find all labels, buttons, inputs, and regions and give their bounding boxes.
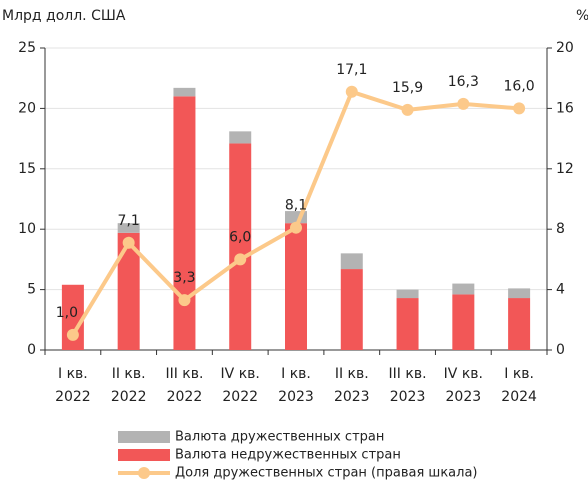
line-marker — [457, 97, 470, 110]
data-label: 17,1 — [336, 62, 367, 78]
bar — [340, 269, 363, 350]
bar — [285, 223, 307, 350]
x-tick-label: III кв. — [389, 366, 427, 382]
y-tick-label: 15 — [18, 161, 36, 177]
legend-label: Валюта дружественных стран — [175, 430, 384, 445]
line-marker — [178, 294, 191, 307]
bar — [117, 232, 140, 350]
data-label: 6,0 — [229, 229, 251, 245]
legend-label: Доля дружественных стран (правая шкала) — [175, 466, 478, 481]
x-tick-label: 2024 — [501, 389, 537, 405]
x-tick-label: I кв. — [58, 366, 88, 382]
y-tick-label: 0 — [27, 342, 36, 358]
bar — [117, 223, 140, 233]
x-tick-label: 2023 — [446, 389, 482, 405]
y2-tick-label: 4 — [556, 282, 565, 298]
y-tick-label: 25 — [18, 40, 36, 56]
line-marker — [66, 328, 79, 341]
line-marker — [234, 253, 247, 266]
bar — [229, 131, 252, 144]
x-tick-label: 2023 — [390, 389, 426, 405]
bar — [340, 253, 363, 270]
x-tick-label: 2022 — [222, 389, 258, 405]
data-label: 15,9 — [392, 80, 423, 96]
bar — [173, 87, 196, 97]
line-marker — [290, 221, 302, 234]
legend-swatch — [118, 449, 170, 461]
y2-axis-label: % — [576, 8, 588, 24]
x-tick-label: II кв. — [112, 366, 146, 382]
y-tick-label: 5 — [27, 282, 36, 298]
y2-tick-label: 16 — [556, 100, 574, 116]
x-tick-label: 2023 — [278, 389, 314, 405]
y-tick-label: 20 — [18, 100, 36, 116]
data-label: 1,0 — [56, 305, 78, 321]
bar — [508, 298, 531, 350]
y2-tick-label: 0 — [556, 342, 565, 358]
y-axis-label: Млрд долл. США — [2, 8, 126, 24]
y2-tick-label: 8 — [556, 221, 565, 237]
legend-label: Валюта недружественных стран — [175, 448, 401, 463]
data-label: 16,3 — [448, 74, 479, 90]
data-label: 16,0 — [504, 78, 535, 94]
line-marker — [345, 85, 358, 98]
data-label: 3,3 — [173, 270, 195, 286]
bar — [508, 288, 531, 299]
legend-swatch — [138, 467, 150, 479]
bar — [173, 96, 196, 350]
y2-tick-label: 20 — [556, 40, 574, 56]
bar — [452, 294, 475, 350]
line-marker — [513, 102, 526, 115]
x-tick-label: 2022 — [111, 389, 147, 405]
data-label: 8,1 — [285, 198, 307, 214]
x-tick-label: 2023 — [334, 389, 370, 405]
bar — [452, 283, 475, 295]
bar — [229, 143, 252, 350]
x-tick-label: 2022 — [55, 389, 91, 405]
x-tick-label: I кв. — [504, 366, 534, 382]
x-tick-label: I кв. — [281, 366, 311, 382]
data-label: 7,1 — [118, 213, 140, 229]
x-tick-label: II кв. — [335, 366, 369, 382]
x-tick-label: III кв. — [165, 366, 203, 382]
legend-swatch — [118, 431, 170, 443]
bar — [396, 298, 419, 350]
x-tick-label: IV кв. — [444, 366, 483, 382]
line-marker — [122, 236, 135, 249]
bar — [396, 289, 419, 299]
y-tick-label: 10 — [18, 221, 36, 237]
line-marker — [401, 103, 414, 116]
y2-tick-label: 12 — [556, 161, 574, 177]
x-tick-label: 2022 — [167, 389, 203, 405]
x-tick-label: IV кв. — [221, 366, 260, 382]
